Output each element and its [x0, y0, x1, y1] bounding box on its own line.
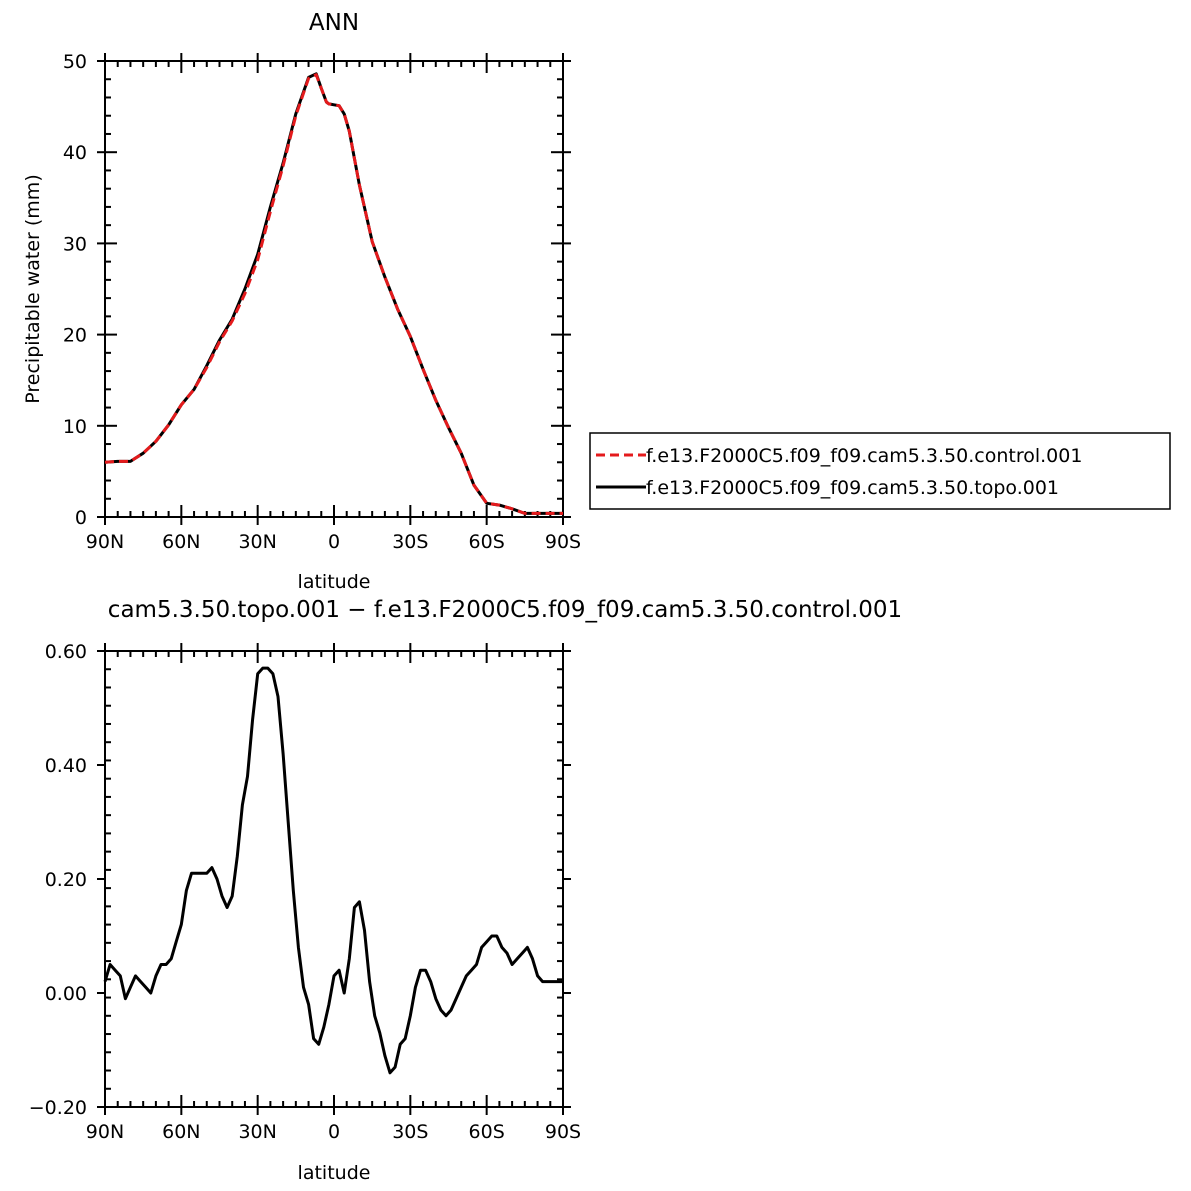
y-tick-label: 50: [63, 51, 87, 73]
y-tick-label: 0.00: [45, 983, 87, 1005]
x-tick-label: 90S: [545, 1121, 581, 1143]
series-line: [103, 666, 563, 1075]
x-tick-label: 30N: [238, 1121, 276, 1143]
x-tick-label: 30N: [238, 531, 276, 553]
chart-title: ANN: [309, 10, 359, 36]
y-tick-label: 0.40: [45, 755, 87, 777]
legend-label-control: f.e13.F2000C5.f09_f09.cam5.3.50.control.…: [646, 445, 1082, 467]
x-tick-label: 60S: [469, 1121, 505, 1143]
x-tick-label: 0: [328, 1121, 340, 1143]
series-line: [104, 73, 563, 515]
axis-ticks: 90N 60N 30N 0 30S 60S 90S −0.20 0.00 0.20 0.40 0.60: [29, 641, 581, 1143]
x-tick-label: 30S: [392, 531, 428, 553]
x-tick-label: 30S: [392, 1121, 428, 1143]
y-tick-label: 0.60: [45, 641, 87, 663]
y-tick-label: −0.20: [29, 1097, 87, 1119]
series-line: [104, 72, 563, 515]
x-tick-label: 90S: [545, 531, 581, 553]
legend-label-topo: f.e13.F2000C5.f09_f09.cam5.3.50.topo.001: [646, 477, 1059, 499]
x-axis-label: latitude: [298, 1162, 371, 1184]
x-tick-label: 60N: [162, 1121, 200, 1143]
axis-ticks: 90N 60N 30N 0 30S 60S 90S 0 10 20 30 40 50: [63, 51, 581, 553]
y-tick-label: 30: [63, 233, 87, 255]
x-tick-label: 60N: [162, 531, 200, 553]
y-tick-label: 20: [63, 325, 87, 347]
y-axis-label: Precipitable water (mm): [22, 174, 44, 403]
x-axis-label: latitude: [298, 571, 371, 593]
y-tick-label: 10: [63, 416, 87, 438]
y-tick-label: 0: [75, 507, 87, 529]
x-tick-label: 60S: [469, 531, 505, 553]
x-tick-label: 90N: [86, 531, 124, 553]
difference-chart: cam5.3.50.topo.001 − f.e13.F2000C5.f09_f…: [29, 597, 902, 1184]
x-tick-label: 0: [328, 531, 340, 553]
series-lines: [104, 72, 563, 515]
plot-frame: [104, 60, 564, 518]
legend: f.e13.F2000C5.f09_f09.cam5.3.50.control.…: [589, 432, 1171, 510]
legend-box: [589, 432, 1171, 510]
y-tick-label: 40: [63, 142, 87, 164]
chart-title: cam5.3.50.topo.001 − f.e13.F2000C5.f09_f…: [108, 597, 902, 623]
precipitable-water-chart: ANN 90N 60N 30N 0 30S 60S 90S 0 10 20 30 40 50 latit…: [22, 10, 1171, 593]
plot-frame: [104, 650, 564, 1108]
series-lines: [103, 666, 563, 1075]
x-tick-label: 90N: [86, 1121, 124, 1143]
y-tick-label: 0.20: [45, 869, 87, 891]
